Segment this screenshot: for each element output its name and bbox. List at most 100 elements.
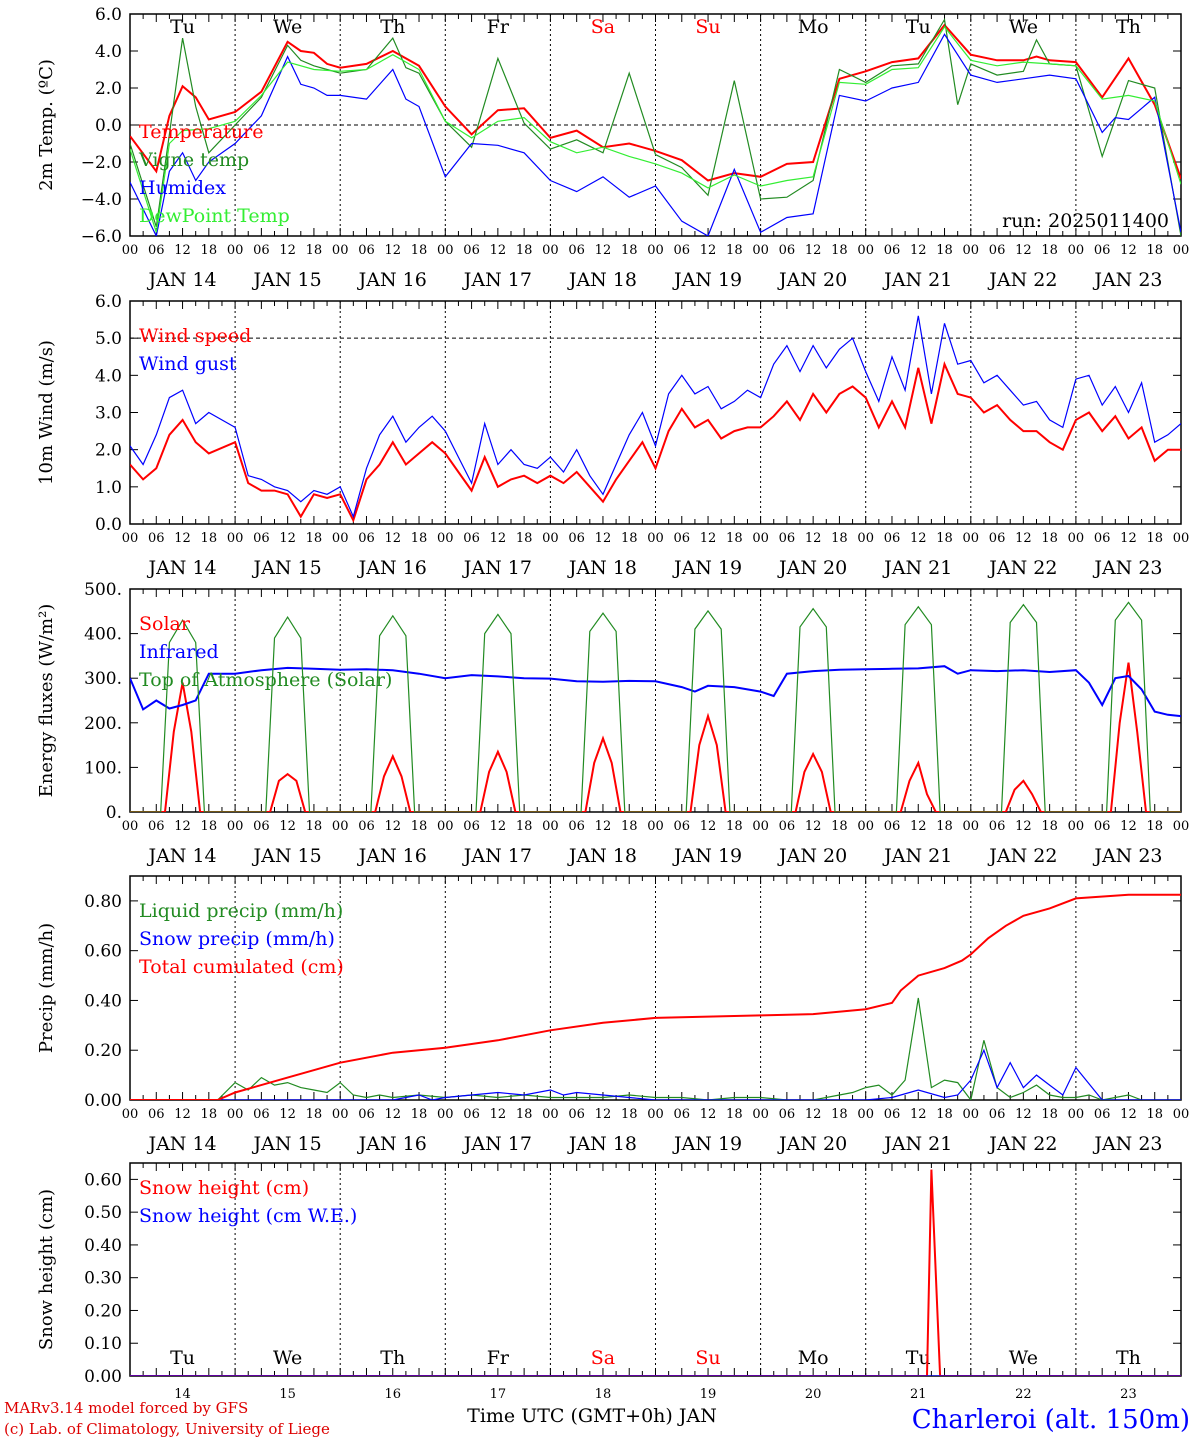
hour-tick-label: 06	[568, 531, 585, 546]
y-tick-label: 500.	[84, 580, 122, 600]
hour-tick-label: 06	[884, 819, 901, 834]
hour-tick-label: 00	[857, 819, 874, 834]
series-line-1	[130, 361, 1181, 523]
hour-tick-label: 06	[674, 531, 691, 546]
hour-tick-label: 00	[1068, 531, 1085, 546]
date-label: JAN 14	[146, 845, 216, 867]
day-number-label: 14	[174, 1387, 191, 1402]
hour-tick-label: 18	[936, 243, 953, 258]
hour-tick-label: 06	[1094, 819, 1111, 834]
hour-tick-label: 12	[174, 531, 191, 546]
hour-tick-label: 12	[384, 243, 401, 258]
hour-tick-label: 00	[1068, 243, 1085, 258]
hour-tick-label: 18	[201, 243, 218, 258]
y-tick-label: 0.10	[84, 1334, 122, 1354]
hour-tick-label: 00	[122, 1107, 139, 1122]
hour-tick-label: 06	[463, 819, 480, 834]
hour-tick-label: 12	[1015, 531, 1032, 546]
date-label: JAN 19	[672, 845, 742, 867]
day-number-label: 19	[700, 1387, 717, 1402]
date-label: JAN 16	[357, 557, 427, 579]
hour-tick-label: 06	[989, 531, 1006, 546]
hour-tick-label: 06	[148, 531, 165, 546]
y-tick-label: 100.	[84, 758, 122, 778]
hour-tick-label: 18	[726, 819, 743, 834]
legend-entry: DewPoint Temp	[139, 205, 290, 227]
date-label: JAN 23	[1092, 845, 1162, 867]
weekday-label: Tu	[170, 1347, 195, 1369]
hour-tick-label: 12	[910, 819, 927, 834]
hour-tick-label: 00	[437, 1107, 454, 1122]
hour-tick-label: 06	[779, 243, 796, 258]
y-tick-label: 200.	[84, 714, 122, 734]
hour-tick-label: 12	[595, 819, 612, 834]
hour-tick-label: 12	[805, 243, 822, 258]
date-label: JAN 14	[146, 557, 216, 579]
day-number-label: 15	[279, 1387, 296, 1402]
hour-tick-label: 06	[358, 1107, 375, 1122]
hour-tick-label: 18	[306, 531, 323, 546]
hour-tick-label: 18	[411, 531, 428, 546]
legend-entry: Snow precip (mm/h)	[139, 928, 335, 950]
hour-tick-label: 12	[1015, 819, 1032, 834]
hour-tick-label: 06	[463, 243, 480, 258]
hour-tick-label: 00	[752, 243, 769, 258]
hour-tick-label: 18	[306, 1107, 323, 1122]
hour-tick-label: 00	[647, 819, 664, 834]
hour-tick-label: 12	[384, 819, 401, 834]
hour-tick-label: 18	[831, 243, 848, 258]
date-label: JAN 17	[462, 845, 532, 867]
day-number-label: 22	[1015, 1387, 1032, 1402]
date-label: JAN 22	[987, 557, 1057, 579]
hour-tick-label: 00	[1068, 819, 1085, 834]
hour-tick-label: 00	[542, 1107, 559, 1122]
hour-tick-label: 18	[726, 243, 743, 258]
hour-tick-label: 00	[1173, 819, 1190, 834]
weekday-label: Sa	[591, 1347, 615, 1369]
hour-tick-label: 06	[463, 531, 480, 546]
hour-tick-label: 18	[621, 531, 638, 546]
hour-tick-label: 12	[1120, 819, 1137, 834]
hour-tick-label: 18	[621, 819, 638, 834]
hour-tick-label: 00	[332, 819, 349, 834]
series-line-1	[130, 997, 1181, 1100]
hour-tick-label: 00	[227, 1107, 244, 1122]
date-label: JAN 23	[1092, 557, 1162, 579]
hour-tick-label: 12	[1015, 243, 1032, 258]
series-line-4	[130, 25, 1181, 233]
hour-tick-label: 18	[621, 1107, 638, 1122]
date-label: JAN 17	[462, 1133, 532, 1155]
y-tick-label: 0.30	[84, 1269, 122, 1289]
run-label: run: 2025011400	[1002, 210, 1169, 232]
hour-tick-label: 00	[752, 1107, 769, 1122]
hour-tick-label: 18	[201, 1107, 218, 1122]
date-label: JAN 16	[357, 269, 427, 291]
date-label: JAN 21	[882, 1133, 952, 1155]
date-label: JAN 15	[252, 845, 322, 867]
hour-tick-label: 18	[516, 819, 533, 834]
day-number-label: 21	[910, 1387, 927, 1402]
hour-tick-label: 12	[910, 1107, 927, 1122]
hour-tick-label: 12	[490, 243, 507, 258]
date-label: JAN 17	[462, 269, 532, 291]
series-line-1	[130, 23, 1181, 182]
date-label: JAN 14	[146, 269, 216, 291]
weekday-label: Th	[1116, 16, 1141, 38]
hour-tick-label: 06	[674, 819, 691, 834]
hour-tick-label: 06	[148, 1107, 165, 1122]
hour-tick-label: 18	[1041, 531, 1058, 546]
y-axis-label: Precip (mm/h)	[36, 923, 57, 1053]
date-label: JAN 19	[672, 269, 742, 291]
hour-tick-label: 06	[989, 243, 1006, 258]
legend-entry: Wind gust	[139, 353, 237, 375]
weekday-label: Tu	[906, 16, 931, 38]
hour-tick-label: 12	[384, 1107, 401, 1122]
hour-tick-label: 06	[568, 1107, 585, 1122]
weekday-label: Mo	[798, 16, 829, 38]
hour-tick-label: 18	[1146, 243, 1163, 258]
hour-tick-label: 00	[227, 531, 244, 546]
date-label: JAN 20	[777, 557, 847, 579]
day-number-label: 16	[384, 1387, 401, 1402]
hour-tick-label: 06	[568, 819, 585, 834]
weekday-label: We	[273, 16, 302, 38]
